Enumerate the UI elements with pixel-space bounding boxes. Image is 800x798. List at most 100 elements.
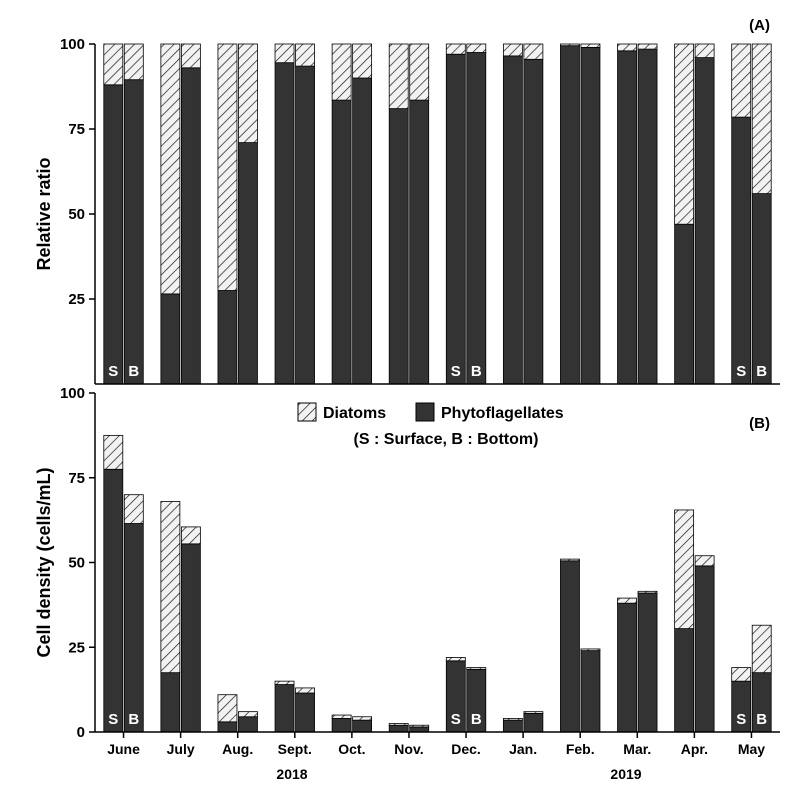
bar-phytoflagellates-surface [388,108,409,385]
sb-label: B [756,363,767,380]
bar-phytoflagellates-bottom [523,58,544,385]
bar-diatoms-bottom [352,716,373,721]
bar-phytoflagellates-surface [502,55,523,385]
bar-diatoms-surface [502,43,523,57]
bar-diatoms-bottom [123,494,144,524]
legend-swatch-diatoms [297,402,317,422]
bar-diatoms-surface [331,43,352,101]
legend-label-diatoms: Diatoms [323,405,386,422]
bar-phytoflagellates-bottom [694,57,715,385]
bar-diatoms-bottom [637,590,658,594]
bar-phytoflagellates-surface [617,50,637,385]
bar-phytoflagellates-bottom [751,193,772,385]
legend-note: (S : Surface, B : Bottom) [354,431,539,448]
sb-label: B [128,711,139,728]
bar-phytoflagellates-surface [674,223,695,385]
bar-phytoflagellates-surface [617,602,637,733]
month-label: July [167,741,195,757]
month-label: Oct. [338,741,365,757]
bar-diatoms-bottom [295,43,315,67]
bar-phytoflagellates-surface [331,718,352,733]
y-tick-label: 50 [68,206,85,223]
legend-swatch-phytoflagellates [415,402,435,422]
bar-diatoms-surface [674,509,695,630]
bar-diatoms-surface [274,680,295,685]
bar-diatoms-bottom [694,555,715,567]
sb-label: B [128,363,139,380]
bar-phytoflagellates-bottom [123,523,144,733]
bar-diatoms-bottom [580,43,601,48]
month-label: Aug. [222,741,253,757]
bar-diatoms-bottom [523,43,544,60]
bar-phytoflagellates-surface [160,672,181,733]
bar-diatoms-bottom [180,526,201,545]
y-tick-label: 0 [77,724,85,741]
legend-label-phytoflagellates: Phytoflagellates [441,405,564,422]
bar-diatoms-surface [502,718,523,721]
bar-phytoflagellates-bottom [523,712,544,733]
bar-diatoms-bottom [409,724,430,728]
bar-diatoms-bottom [238,711,258,718]
bar-phytoflagellates-bottom [466,52,487,385]
bar-phytoflagellates-bottom [295,65,315,385]
bar-diatoms-surface [160,501,181,674]
bar-phytoflagellates-bottom [580,650,601,733]
bar-diatoms-surface [617,597,637,604]
bar-phytoflagellates-bottom [352,77,373,385]
bar-diatoms-surface [617,43,637,52]
bar-diatoms-surface [274,43,295,64]
bar-phytoflagellates-surface [217,290,238,385]
sb-label: S [451,711,461,728]
month-label: Sept. [278,741,312,757]
bar-phytoflagellates-bottom [637,48,658,385]
y-tick-label: 100 [60,36,85,53]
y-tick-label: 50 [68,555,85,572]
bar-phytoflagellates-bottom [580,47,601,385]
bar-phytoflagellates-bottom [409,99,430,385]
bar-phytoflagellates-surface [560,45,580,385]
panel-label: (A) [749,17,770,34]
sb-label: B [756,711,767,728]
bar-diatoms-surface [445,43,466,55]
bar-phytoflagellates-surface [674,628,695,733]
sb-label: S [451,363,461,380]
bar-diatoms-bottom [637,43,658,50]
bar-phytoflagellates-surface [560,560,580,733]
bar-diatoms-bottom [238,43,258,143]
bar-phytoflagellates-bottom [409,726,430,733]
bar-diatoms-surface [560,558,580,562]
y-axis-label: Cell density (cells/mL) [34,467,54,657]
bar-diatoms-bottom [295,687,315,694]
bar-diatoms-surface [445,657,466,662]
bar-phytoflagellates-bottom [694,565,715,733]
bar-diatoms-bottom [409,43,430,101]
bar-phytoflagellates-bottom [238,142,258,385]
bar-diatoms-surface [731,43,752,118]
sb-label: S [108,711,118,728]
sb-label: B [471,711,482,728]
bar-phytoflagellates-surface [274,62,295,385]
bar-phytoflagellates-bottom [238,716,258,733]
panel-label: (B) [749,415,770,432]
bar-diatoms-bottom [466,43,487,53]
bar-diatoms-surface [731,667,752,682]
month-label: Dec. [451,741,481,757]
bar-phytoflagellates-surface [388,724,409,733]
bar-phytoflagellates-bottom [180,543,201,733]
y-axis-label: Relative ratio [34,157,54,270]
month-label: June [107,741,140,757]
year-label-2018: 2018 [276,766,307,782]
bar-phytoflagellates-surface [331,99,352,385]
bar-phytoflagellates-bottom [123,79,144,385]
sb-label: S [736,711,746,728]
bar-diatoms-surface [674,43,695,225]
bar-diatoms-surface [160,43,181,295]
month-label: Mar. [623,741,651,757]
bar-diatoms-surface [388,43,409,109]
bar-diatoms-bottom [751,624,772,674]
bar-phytoflagellates-surface [445,53,466,385]
bar-phytoflagellates-bottom [352,719,373,733]
bar-diatoms-surface [103,43,124,86]
month-label: Nov. [394,741,423,757]
